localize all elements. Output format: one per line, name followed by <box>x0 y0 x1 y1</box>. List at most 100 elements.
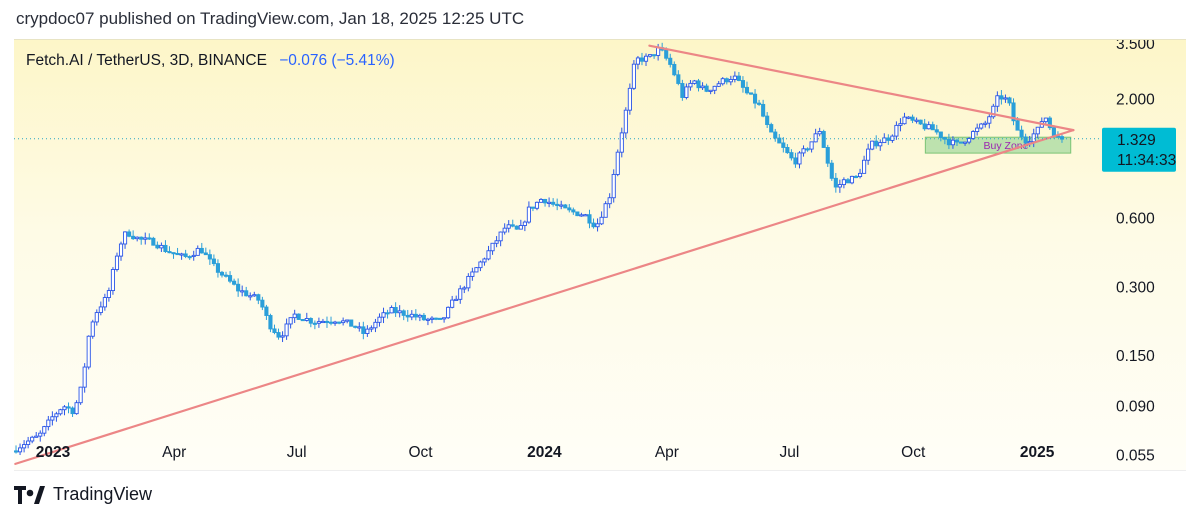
chart-area[interactable]: Buy Zone 3.500 2.000 0.600 0.300 0.150 0.090 0.… <box>14 39 1186 471</box>
x-tick-label: 2023 <box>36 444 71 461</box>
footer-branding[interactable]: TradingView <box>14 484 152 505</box>
candle-body <box>429 317 435 320</box>
candle-body <box>999 95 1004 100</box>
candle-body <box>377 316 382 323</box>
symbol-label: Fetch.AI / TetherUS, 3D, BINANCE <box>26 52 267 69</box>
candle-body <box>567 207 572 211</box>
candle-body <box>90 321 95 337</box>
candle-body <box>58 409 63 415</box>
candle-body <box>191 254 196 258</box>
x-tick-label: Oct <box>901 444 926 461</box>
candle-body <box>123 231 128 245</box>
candle-body <box>583 214 588 217</box>
candle-body <box>22 444 27 449</box>
candle-body <box>328 321 334 324</box>
candle-body <box>765 115 770 125</box>
candle-body <box>619 132 624 153</box>
candle-body <box>240 290 245 293</box>
candle-body <box>276 332 281 338</box>
candle-body <box>312 322 317 325</box>
publish-header: crypdoc07 published on TradingView.com, … <box>16 9 525 28</box>
candle-body <box>171 252 176 255</box>
candle-body <box>1015 120 1020 131</box>
candle-body <box>300 319 305 322</box>
candle-body <box>502 227 507 233</box>
candle-body <box>797 152 802 165</box>
candle-body <box>708 89 713 92</box>
candle-body <box>914 119 919 122</box>
candle-body <box>853 175 859 179</box>
x-tick-label: Oct <box>408 444 433 461</box>
candle-body <box>78 386 83 404</box>
trendline <box>648 44 1075 132</box>
candle-body <box>474 267 479 273</box>
candle-body <box>151 237 156 246</box>
candle-body <box>559 204 564 207</box>
candle-body <box>98 306 103 314</box>
candle-body <box>1023 136 1028 144</box>
price-chart[interactable]: Buy Zone 3.500 2.000 0.600 0.300 0.150 0.090 0.… <box>14 40 1186 470</box>
x-tick-label: 2025 <box>1020 444 1055 461</box>
candle-body <box>809 141 814 150</box>
x-tick-label: 2024 <box>527 444 562 461</box>
candle-body <box>926 124 931 130</box>
candle-body <box>543 198 548 204</box>
candle-body <box>833 177 838 188</box>
candle-body <box>1043 117 1048 123</box>
candle-body <box>805 148 810 151</box>
candle-body <box>393 307 398 314</box>
candle-body <box>878 142 883 147</box>
candle-body <box>127 231 132 237</box>
candle-body <box>587 214 592 224</box>
candle-body <box>761 103 766 117</box>
candle-body <box>631 63 636 89</box>
candle-body <box>607 197 612 205</box>
candle-body <box>373 321 378 329</box>
y-tick-label: 2.000 <box>1116 91 1155 108</box>
candle-body <box>958 141 964 144</box>
candle-body <box>470 271 475 277</box>
candle-body <box>975 127 980 132</box>
candle-body <box>147 237 152 240</box>
candle-body <box>547 201 552 204</box>
candle-body <box>579 214 584 217</box>
candle-body <box>656 47 661 56</box>
candle-body <box>971 131 976 139</box>
candle-body <box>118 243 124 257</box>
candle-body <box>571 209 576 213</box>
candle-body <box>405 314 410 318</box>
candle-body <box>1003 97 1008 100</box>
candle-body <box>987 116 992 124</box>
candle-body <box>433 317 439 320</box>
candle-body <box>874 140 879 147</box>
candle-body <box>365 328 370 334</box>
candle-body <box>886 137 891 141</box>
candle-body <box>555 203 560 207</box>
candle-body <box>801 148 806 154</box>
candle-body <box>757 102 762 105</box>
candle-body <box>114 255 120 270</box>
candle-body <box>183 253 188 257</box>
candle-body <box>1047 117 1052 129</box>
candle-body <box>514 225 519 230</box>
candle-body <box>369 327 374 330</box>
candle-body <box>139 236 144 240</box>
candle-body <box>135 236 140 240</box>
candle-body <box>591 222 596 228</box>
candle-body <box>280 335 285 338</box>
x-tick-label: Apr <box>162 444 186 461</box>
last-price-value: 1.329 <box>1117 132 1156 149</box>
candle-body <box>894 124 899 137</box>
candle-body <box>167 251 172 254</box>
y-tick-label: 0.300 <box>1116 279 1155 296</box>
candle-body <box>611 173 616 199</box>
candle-body <box>228 275 233 282</box>
candle-body <box>866 148 871 161</box>
candle-body <box>462 287 467 290</box>
candle-body <box>54 413 59 418</box>
candle-body <box>106 290 111 298</box>
candle-body <box>1011 102 1016 122</box>
candle-body <box>357 326 362 329</box>
candle-body <box>252 294 257 297</box>
candle-body <box>498 231 503 242</box>
